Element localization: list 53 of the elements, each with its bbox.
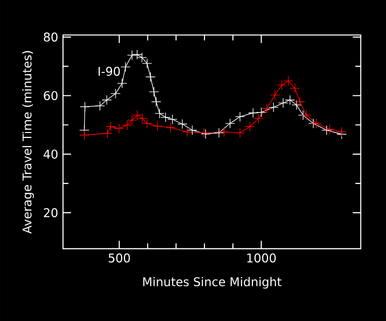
point <box>106 122 116 132</box>
point <box>322 125 332 136</box>
point <box>79 130 90 140</box>
y-axis-title: Average Travel Time (minutes) <box>22 51 34 234</box>
point <box>80 102 90 112</box>
point <box>214 128 224 138</box>
point <box>110 88 121 99</box>
point <box>268 102 279 112</box>
point <box>94 100 105 111</box>
point <box>270 90 280 100</box>
point <box>120 62 131 72</box>
point <box>219 126 230 137</box>
point <box>177 119 188 130</box>
point <box>278 98 288 108</box>
point <box>234 128 245 138</box>
y-tick-label: 80 <box>44 32 58 42</box>
point <box>336 126 347 137</box>
point <box>114 123 124 134</box>
point <box>151 96 162 107</box>
point <box>256 107 266 118</box>
y-tick-label: 60 <box>44 91 58 100</box>
x-tick-label: 500 <box>108 253 130 263</box>
point <box>248 108 258 118</box>
y-tick-label: 20 <box>44 208 58 218</box>
point <box>187 125 198 136</box>
point <box>311 118 322 128</box>
point <box>234 112 245 122</box>
point <box>102 128 112 138</box>
point <box>244 122 255 132</box>
point <box>166 122 176 133</box>
point <box>127 50 138 60</box>
point <box>182 126 192 137</box>
point <box>225 118 236 128</box>
point <box>102 95 112 105</box>
point <box>283 76 294 86</box>
point <box>294 96 305 107</box>
point <box>324 124 335 134</box>
point <box>152 121 162 132</box>
x-axis-title: Minutes Since Midnight <box>143 276 282 289</box>
x-tick-label: 1000 <box>247 253 276 263</box>
point <box>146 72 156 82</box>
point <box>253 113 264 124</box>
point <box>301 110 312 120</box>
point <box>276 80 287 90</box>
y-tick-label: 40 <box>44 150 58 159</box>
point <box>117 78 128 88</box>
point <box>148 86 159 97</box>
point <box>167 114 178 124</box>
annotation: I-90 <box>98 66 120 76</box>
point <box>127 115 138 126</box>
point <box>122 120 132 130</box>
point <box>290 83 300 94</box>
point <box>262 103 272 114</box>
